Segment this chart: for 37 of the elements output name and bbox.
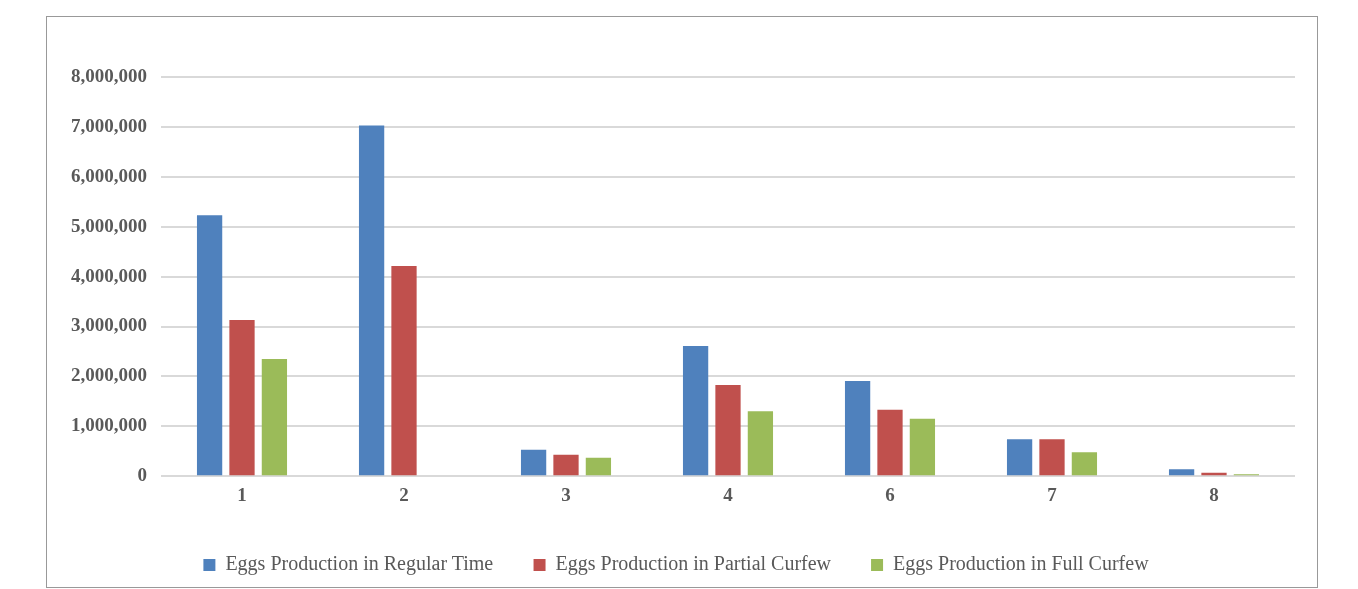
x-tick-label: 1 [237,483,247,505]
x-tick-label: 4 [723,483,734,505]
bar [682,345,709,476]
y-tick-label: 2,000,000 [71,364,147,386]
bar [553,454,579,476]
bar [520,449,547,476]
x-tick-label: 3 [561,483,571,505]
y-tick-label: 3,000,000 [71,314,147,336]
bar [196,215,223,476]
x-tick-label: 7 [1047,483,1058,505]
bar [877,409,903,476]
legend-label: Eggs Production in Partial Curfew [555,552,832,576]
bar [747,411,774,476]
bar [1071,452,1098,476]
y-tick-label: 5,000,000 [71,214,147,236]
legend-label: Eggs Production in Regular Time [225,552,494,576]
legend-label: Eggs Production in Full Curfew [893,552,1150,576]
bar [1168,469,1195,476]
bar [358,125,385,476]
bar [585,457,612,476]
bar [261,358,288,476]
bar [844,380,871,476]
y-tick-label: 6,000,000 [71,164,147,186]
y-tick-label: 8,000,000 [71,64,147,86]
bar [715,384,741,476]
y-tick-label: 0 [137,464,147,486]
bar [1039,439,1065,476]
y-tick-label: 7,000,000 [71,114,147,136]
y-tick-label: 4,000,000 [71,264,147,286]
bar [391,266,417,476]
y-tick-label: 1,000,000 [71,414,147,436]
x-tick-label: 6 [885,483,895,505]
x-tick-label: 2 [399,483,409,505]
bar [229,320,255,476]
bar [1006,439,1033,476]
bar [909,418,936,476]
x-tick-label: 8 [1209,483,1219,505]
